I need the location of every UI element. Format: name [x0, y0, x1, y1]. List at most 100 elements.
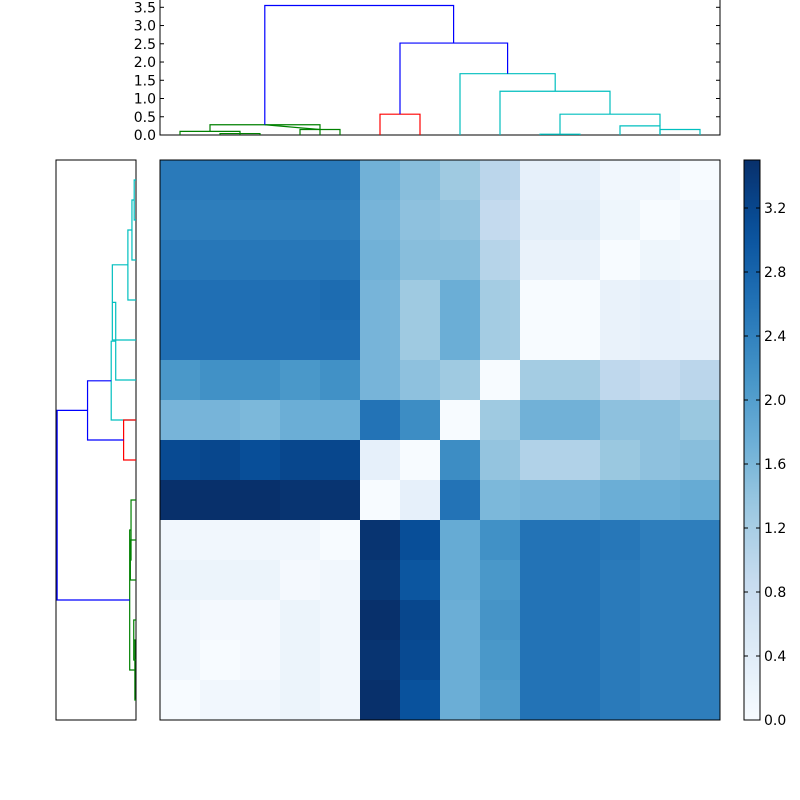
heatmap-cell [320, 360, 361, 401]
heatmap-cell [480, 480, 521, 521]
heatmap-cell [400, 320, 441, 361]
heatmap-cell [200, 440, 241, 481]
heatmap-cell [440, 240, 481, 281]
heatmap-cell [160, 440, 201, 481]
heatmap-cell [160, 680, 201, 721]
colorbar-scale [743, 159, 761, 721]
heatmap-cell [280, 480, 321, 521]
heatmap-cell [360, 440, 401, 481]
heatmap-cell [640, 200, 681, 241]
heatmap-cell [520, 160, 561, 201]
heatmap-cell [240, 400, 281, 441]
colorbar: 0.0 0.4 0.8 1.2 1.6 2.0 2.4 2.8 3.2 [743, 159, 786, 729]
heatmap-cell [640, 520, 681, 561]
heatmap-cell [400, 640, 441, 681]
heatmap-cell [240, 360, 281, 401]
heatmap-cell [320, 240, 361, 281]
heatmap-cell [240, 440, 281, 481]
left-dendrogram-link [112, 301, 136, 381]
colorbar-tick-label: 0.4 [764, 649, 786, 665]
heatmap-cell [280, 640, 321, 681]
heatmap-cell [560, 200, 601, 241]
heatmap-cell [320, 280, 361, 321]
heatmap-cell [320, 400, 361, 441]
heatmap-cell [200, 520, 241, 561]
heatmap-cell [480, 240, 521, 281]
heatmap-cell [320, 560, 361, 601]
heatmap-cell [440, 640, 481, 681]
heatmap-cell [600, 640, 641, 681]
heatmap-cell [680, 360, 721, 401]
heatmap-cell [640, 480, 681, 521]
heatmap-cell [680, 600, 721, 641]
heatmap-frame [159, 159, 721, 721]
heatmap-cell [200, 200, 241, 241]
heatmap-cell [400, 680, 441, 721]
heatmap-cell [600, 280, 641, 321]
heatmap-cell [400, 480, 441, 521]
heatmap-cell [400, 280, 441, 321]
heatmap-cell [160, 320, 201, 361]
top-dendrogram-frame [159, 0, 721, 136]
heatmap-cell [160, 600, 201, 641]
heatmap-cell [480, 360, 521, 401]
heatmap-cell [200, 280, 241, 321]
heatmap-cell [520, 640, 561, 681]
heatmap-cell [200, 560, 241, 601]
heatmap-cell [320, 160, 361, 201]
heatmap-cell [680, 480, 721, 521]
heatmap-cell [520, 200, 561, 241]
top-dendrogram-link [264, 4, 455, 125]
colorbar-tick-label: 2.4 [764, 329, 786, 345]
heatmap-cell [440, 440, 481, 481]
top-dendrogram-link [399, 42, 509, 115]
heatmap-cell [320, 440, 361, 481]
heatmap-cell [640, 680, 681, 721]
heatmap-cell [240, 600, 281, 641]
heatmap-cell [440, 600, 481, 641]
heatmap-cell [160, 280, 201, 321]
heatmap-cell [400, 600, 441, 641]
left-dendrogram-frame [55, 159, 137, 721]
heatmap-cell [640, 320, 681, 361]
heatmap-cell [160, 640, 201, 681]
top-dendrogram-ytick-label: 2.0 [134, 55, 156, 71]
left-dendrogram-link [86, 380, 124, 441]
heatmap-cell [240, 520, 281, 561]
heatmap-cell [200, 600, 241, 641]
heatmap-cell [480, 200, 521, 241]
heatmap-cell [200, 320, 241, 361]
heatmap-cell [560, 440, 601, 481]
heatmap-cell [680, 320, 721, 361]
top-dendrogram-ytick-label: 0.0 [134, 128, 156, 144]
heatmap-cell [400, 200, 441, 241]
heatmap-cell [600, 520, 641, 561]
heatmap-cell [440, 560, 481, 601]
heatmap-cell [560, 320, 601, 361]
heatmap-cell [600, 160, 641, 201]
heatmap-cell [560, 400, 601, 441]
top-dendrogram-link [379, 113, 421, 135]
left-dendrogram-link [56, 409, 130, 601]
heatmap-cell [160, 400, 201, 441]
top-dendrogram-ytick-label: 3.0 [134, 19, 156, 35]
heatmap-cell [360, 240, 401, 281]
heatmap-cell [360, 480, 401, 521]
heatmap-cell [640, 640, 681, 681]
heatmap-cell [280, 280, 321, 321]
colorbar-tick-label: 0.8 [764, 585, 786, 601]
top-dendrogram-link [619, 125, 661, 135]
heatmap-cell [160, 520, 201, 561]
heatmap-cell [640, 160, 681, 201]
heatmap-cell [440, 320, 481, 361]
heatmap-cell [320, 480, 361, 521]
heatmap-cell [160, 200, 201, 241]
heatmap-cell [280, 400, 321, 441]
heatmap-cell [480, 400, 521, 441]
heatmap-cell [480, 440, 521, 481]
heatmap-cell [560, 280, 601, 321]
heatmap-cell [240, 680, 281, 721]
heatmap-cell [640, 280, 681, 321]
heatmap-cell [360, 320, 401, 361]
heatmap-cell [400, 520, 441, 561]
